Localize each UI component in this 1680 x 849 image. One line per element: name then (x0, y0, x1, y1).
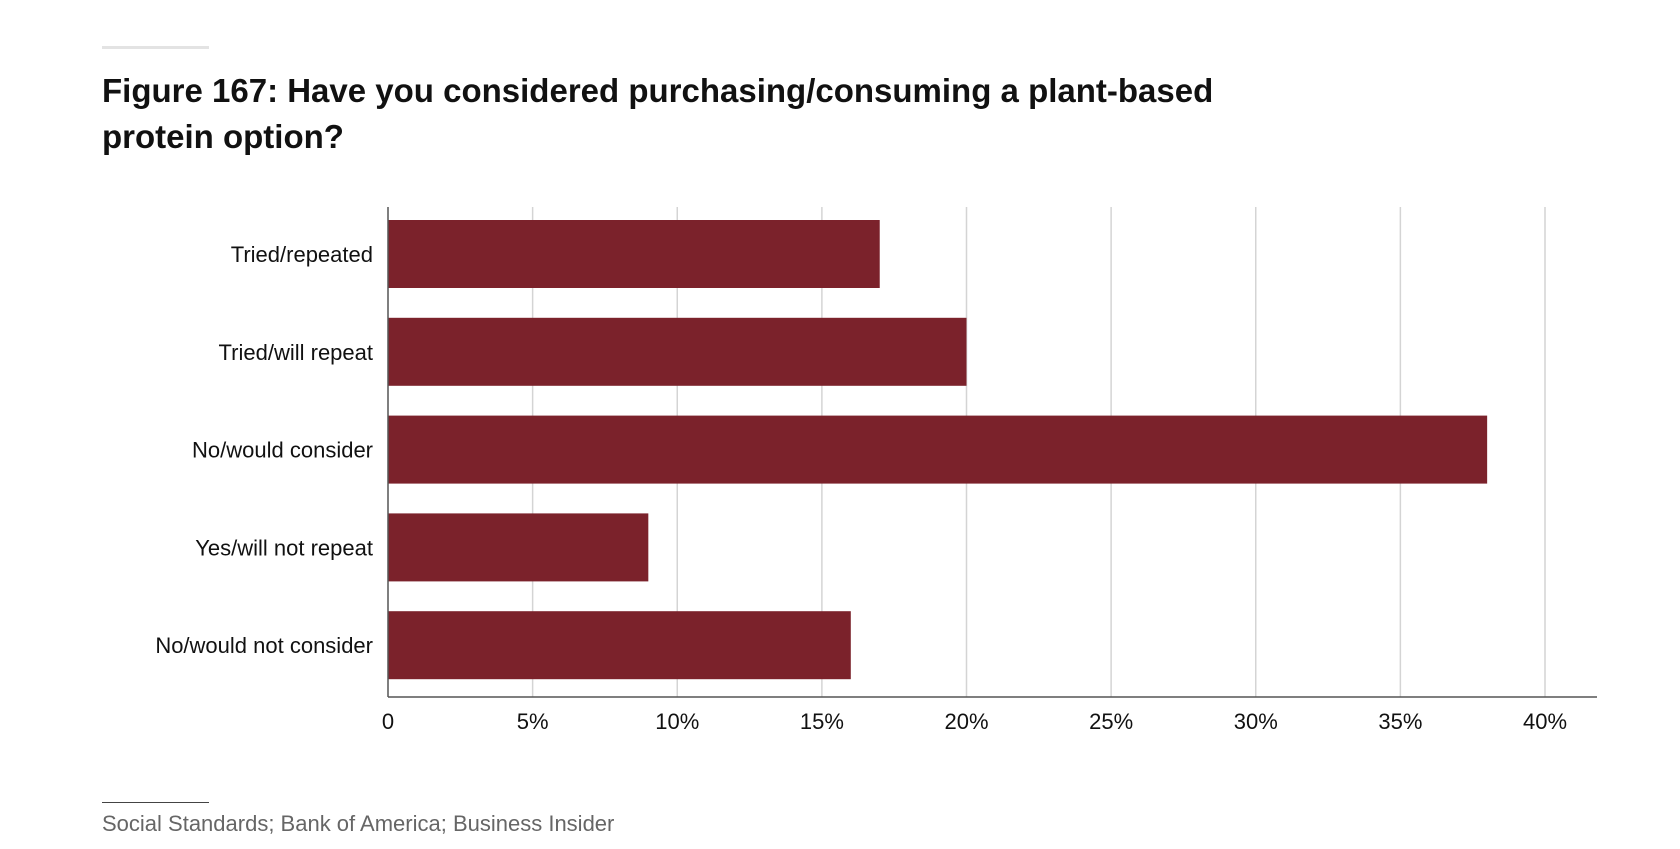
category-label: No/would consider (192, 438, 373, 463)
x-tick-label: 10% (655, 709, 699, 734)
x-tick-label: 0 (382, 709, 394, 734)
bar (388, 611, 851, 680)
x-tick-labels: 0 5% 10% 15% 20% 25% 30% 35% 40% (382, 709, 1567, 734)
bar (388, 415, 1488, 484)
category-label: Tried/repeated (231, 242, 373, 267)
category-labels: Tried/repeated Tried/will repeat No/would … (155, 242, 373, 658)
chart-title: Figure 167: Have you considered purchasi… (102, 72, 1214, 155)
x-tick-label: 20% (944, 709, 988, 734)
source-note: Social Standards; Bank of America; Busin… (102, 811, 615, 836)
category-label: Yes/will not repeat (195, 535, 373, 560)
title-rule (102, 46, 209, 49)
bars (388, 220, 1488, 680)
category-label: No/would not consider (155, 633, 373, 658)
bar (388, 317, 967, 386)
source-rule (102, 802, 209, 803)
category-label: Tried/will repeat (219, 340, 373, 365)
x-tick-label: 5% (517, 709, 549, 734)
bar (388, 220, 880, 288)
bar (388, 513, 649, 582)
x-tick-label: 30% (1234, 709, 1278, 734)
x-tick-label: 25% (1089, 709, 1133, 734)
x-tick-label: 35% (1378, 709, 1422, 734)
x-tick-label: 15% (800, 709, 844, 734)
axes (387, 207, 1597, 698)
x-tick-label: 40% (1523, 709, 1567, 734)
